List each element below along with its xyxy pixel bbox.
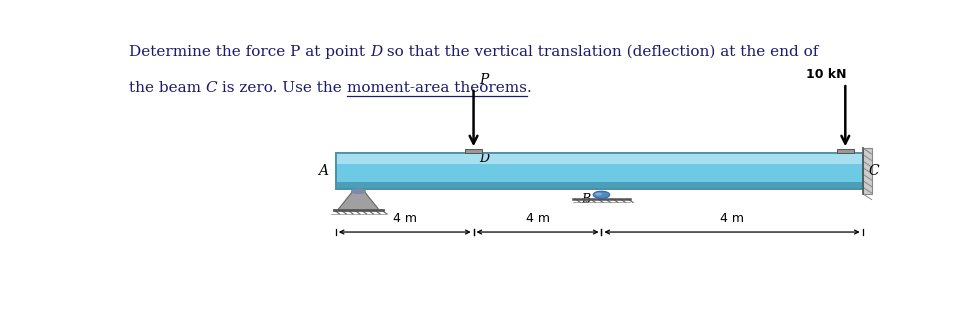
Text: C: C <box>206 81 218 95</box>
Text: 10 kN: 10 kN <box>806 68 847 81</box>
Bar <box>336 153 862 189</box>
Ellipse shape <box>593 191 610 198</box>
Text: B: B <box>581 193 590 206</box>
Text: 4 m: 4 m <box>720 212 744 225</box>
Circle shape <box>352 189 365 193</box>
Ellipse shape <box>595 193 602 196</box>
Text: is zero. Use the: is zero. Use the <box>218 81 347 95</box>
Text: so that the vertical translation (deflection) at the end of: so that the vertical translation (deflec… <box>382 45 819 59</box>
Text: A: A <box>318 164 328 178</box>
Text: 4 m: 4 m <box>525 212 550 225</box>
Bar <box>336 182 862 189</box>
Bar <box>336 153 862 164</box>
Polygon shape <box>337 189 380 210</box>
Text: 4 m: 4 m <box>392 212 417 225</box>
Text: .: . <box>527 81 532 95</box>
Bar <box>837 149 854 153</box>
Bar <box>336 153 862 189</box>
Text: moment-area theorems: moment-area theorems <box>347 81 527 95</box>
Text: D: D <box>370 45 382 59</box>
Text: C: C <box>869 164 880 178</box>
Bar <box>862 148 872 193</box>
Text: Determine the force P at point: Determine the force P at point <box>129 45 370 59</box>
Text: D: D <box>479 152 488 164</box>
Bar <box>465 149 482 153</box>
Text: the beam: the beam <box>129 81 206 95</box>
Text: P: P <box>479 73 488 87</box>
